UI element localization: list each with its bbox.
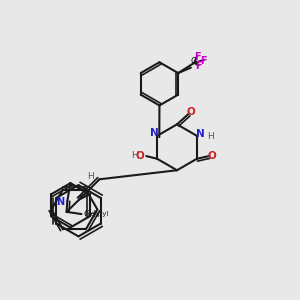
- Text: methyl: methyl: [85, 211, 109, 217]
- Text: C: C: [190, 57, 196, 66]
- Text: H: H: [87, 172, 94, 181]
- Text: CH₃: CH₃: [84, 210, 100, 219]
- Text: O: O: [186, 107, 195, 117]
- Text: N: N: [196, 129, 205, 139]
- Text: N: N: [150, 128, 159, 138]
- Text: F: F: [200, 56, 207, 66]
- Text: H: H: [207, 132, 214, 141]
- Text: O: O: [207, 151, 216, 161]
- Text: O: O: [136, 151, 145, 160]
- Text: H: H: [131, 151, 137, 160]
- Text: F: F: [195, 61, 202, 71]
- Text: F: F: [194, 52, 200, 62]
- Text: N: N: [56, 197, 64, 207]
